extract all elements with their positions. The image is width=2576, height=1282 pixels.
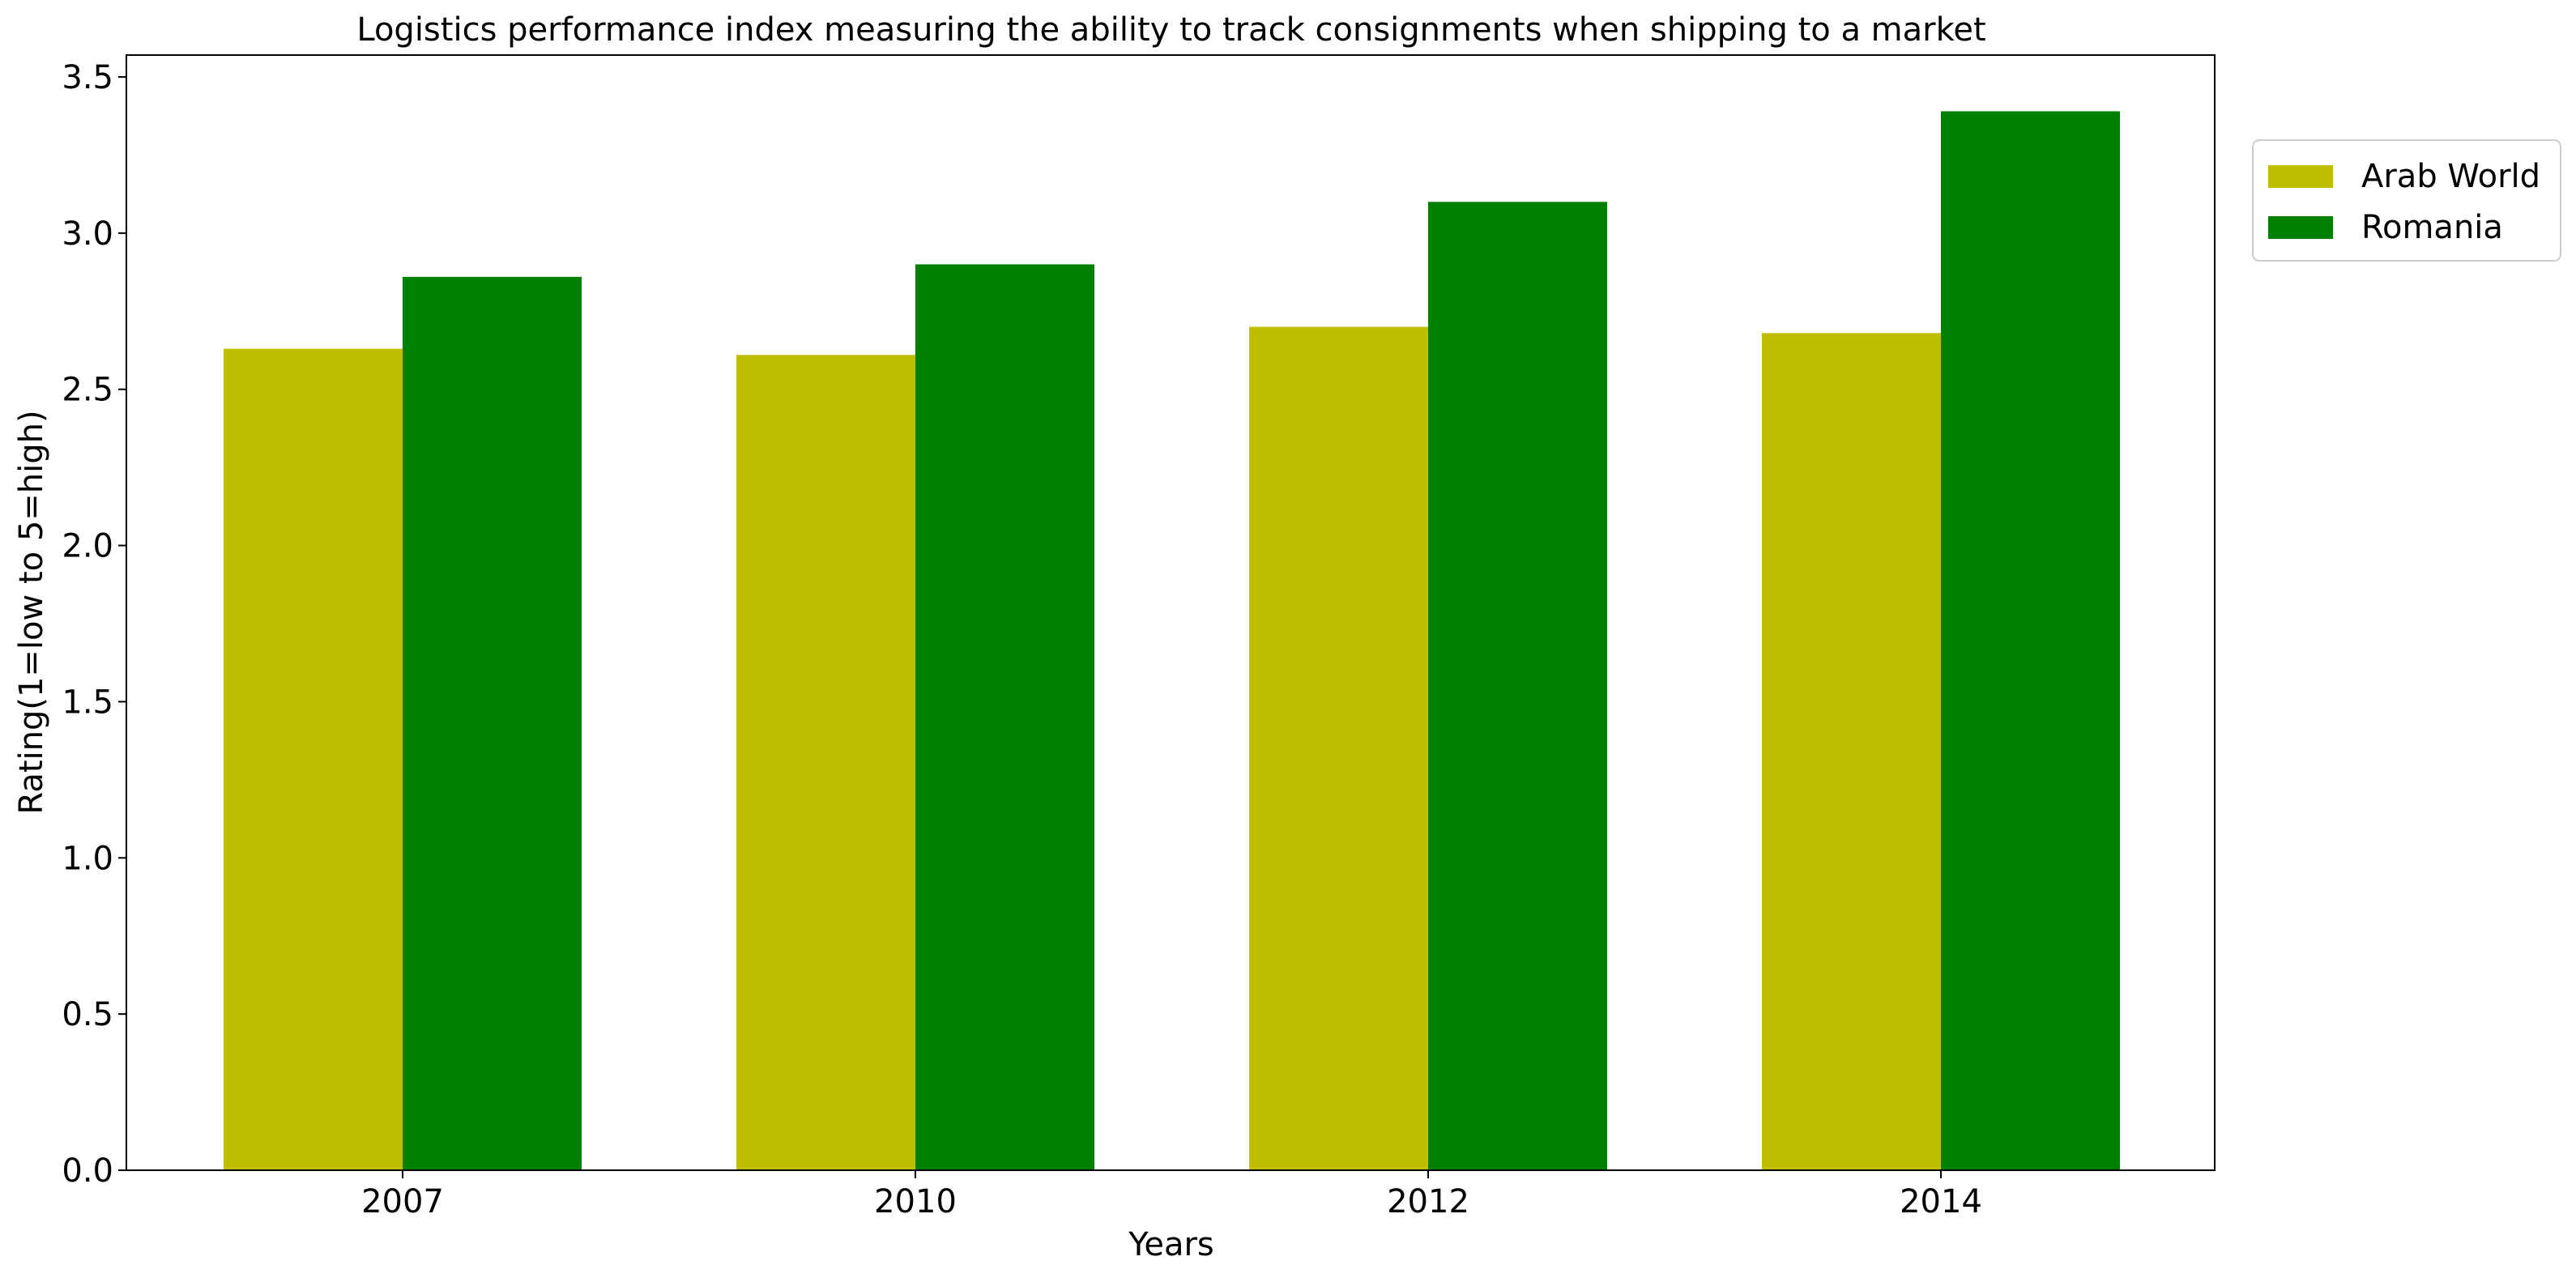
legend-swatch-arab-world <box>2268 165 2333 188</box>
bar-romania-2010 <box>915 264 1094 1170</box>
y-tick-label: 1.0 <box>62 840 113 877</box>
x-tick-label: 2014 <box>1900 1183 1982 1220</box>
y-axis-label: Rating(1=low to 5=high) <box>13 410 50 814</box>
plot-frame <box>126 54 2216 1171</box>
x-tick-label: 2012 <box>1387 1183 1469 1220</box>
y-axis-ticks: 0.0 0.5 1.0 1.5 2.0 2.5 3.0 3.5 <box>62 59 126 1190</box>
legend-swatch-romania <box>2268 216 2333 239</box>
bar-arab-world-2012 <box>1249 326 1428 1171</box>
y-tick-label: 1.5 <box>62 684 113 721</box>
bar-arab-world-2014 <box>1762 333 1941 1171</box>
bar-arab-world-2010 <box>736 355 915 1170</box>
x-tick-label: 2007 <box>361 1183 444 1220</box>
bars-layer <box>224 111 2120 1171</box>
x-axis-label: Years <box>1128 1226 1214 1263</box>
y-tick-label: 3.5 <box>62 59 113 96</box>
y-tick-label: 3.0 <box>62 215 113 253</box>
y-tick-label: 2.0 <box>62 528 113 565</box>
bar-romania-2014 <box>1941 111 2120 1170</box>
bar-arab-world-2007 <box>224 348 403 1171</box>
legend: Arab World Romania <box>2252 139 2561 262</box>
x-tick-label: 2010 <box>874 1183 957 1220</box>
y-tick-label: 0.0 <box>62 1152 113 1190</box>
bar-romania-2012 <box>1428 202 1607 1170</box>
x-axis-ticks: 2007 2010 2012 2014 <box>361 1170 1982 1220</box>
legend-label-arab-world: Arab World <box>2361 158 2540 195</box>
y-tick-label: 0.5 <box>62 996 113 1033</box>
bar-romania-2007 <box>403 276 582 1170</box>
legend-label-romania: Romania <box>2361 209 2503 246</box>
chart-title: Logistics performance index measuring th… <box>356 11 1985 49</box>
y-tick-label: 2.5 <box>62 372 113 409</box>
